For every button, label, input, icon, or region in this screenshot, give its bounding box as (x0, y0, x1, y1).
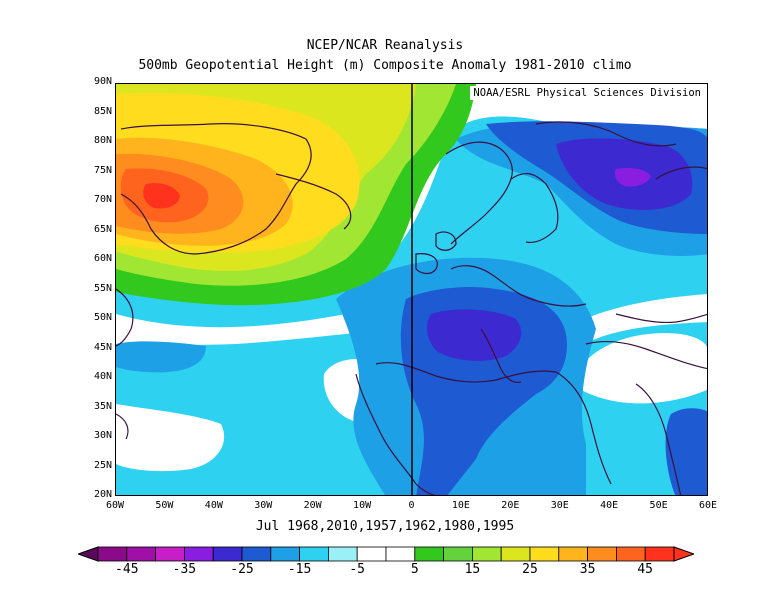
longitude-label: 20E (501, 500, 520, 511)
title-line-1: NCEP/NCAR Reanalysis (306, 38, 464, 53)
latitude-label: 70N (93, 194, 112, 205)
colorbar-tick-label: 45 (637, 562, 654, 577)
colorbar-swatch (644, 546, 675, 562)
colorbar-tick-label: -25 (230, 562, 254, 577)
colorbar (78, 546, 694, 562)
colorbar-swatch (587, 546, 617, 562)
map-canvas (116, 84, 707, 495)
longitude-label: 50W (155, 500, 174, 511)
colorbar-swatch (414, 546, 444, 562)
colorbar-swatch (356, 546, 387, 562)
latitude-label: 55N (93, 282, 112, 294)
latitude-label: 35N (93, 400, 112, 412)
longitude-label: 0 (408, 500, 415, 511)
longitude-label: 50E (649, 500, 668, 511)
colorbar-swatch (558, 546, 588, 562)
colorbar-tick-label: -35 (172, 562, 197, 577)
colorbar-swatch (126, 546, 156, 562)
latitude-label: 65N (93, 223, 112, 235)
latitude-label: 85N (93, 105, 112, 117)
latitude-label: 50N (93, 312, 112, 323)
colorbar-tick-label: -15 (287, 562, 312, 577)
colorbar-tick-label: -5 (349, 562, 366, 577)
colorbar-swatch (327, 546, 358, 562)
colorbar-high-arrow (673, 546, 694, 562)
colorbar-swatch (299, 546, 329, 562)
colorbar-tick-label: 5 (410, 562, 419, 577)
colorbar-swatch (270, 546, 301, 562)
longitude-label: 30E (550, 500, 569, 511)
colorbar-tick-label: 35 (579, 562, 596, 577)
credit-label: NOAA/ESRL Physical Sciences Division (470, 86, 704, 100)
colorbar-low-arrow (78, 546, 99, 562)
longitude-label: 10E (451, 500, 470, 511)
colorbar-swatch (385, 546, 416, 562)
latitude-label: 20N (93, 489, 112, 500)
colorbar-swatch (529, 546, 560, 562)
longitude-label: 40W (204, 500, 223, 511)
latitude-label: 60N (93, 253, 112, 264)
latitude-label: 75N (93, 164, 112, 176)
colorbar-swatch (155, 546, 185, 562)
composite-dates: Jul 1968,2010,1957,1962,1980,1995 (255, 519, 515, 534)
colorbar-swatch (616, 546, 646, 562)
latitude-label: 45N (93, 341, 112, 353)
longitude-label: 60W (105, 500, 125, 511)
latitude-label: 40N (93, 371, 112, 382)
latitude-label: 30N (93, 430, 112, 441)
colorbar-swatch (500, 546, 531, 562)
longitude-label: 20W (303, 500, 322, 511)
colorbar-tick-label: 15 (464, 562, 481, 577)
longitude-label: 30W (254, 500, 273, 511)
colorbar-swatch (471, 546, 502, 562)
anomaly-map: NOAA/ESRL Physical Sciences Division (115, 83, 708, 496)
colorbar-tick-label: 25 (522, 562, 538, 577)
latitude-label: 80N (93, 135, 112, 146)
colorbar-swatch (241, 546, 272, 562)
longitude-label: 60E (698, 500, 718, 511)
colorbar-swatch (184, 546, 214, 562)
longitude-label: 10W (353, 500, 372, 511)
title-line-2: 500mb Geopotential Height (m) Composite … (138, 58, 632, 73)
colorbar-swatch (443, 546, 473, 562)
colorbar-swatch (212, 546, 243, 562)
colorbar-tick-label: -45 (115, 562, 139, 577)
colorbar-swatch (97, 546, 128, 562)
latitude-label: 90N (93, 76, 112, 87)
latitude-label: 25N (93, 459, 112, 471)
longitude-label: 40E (600, 500, 619, 511)
